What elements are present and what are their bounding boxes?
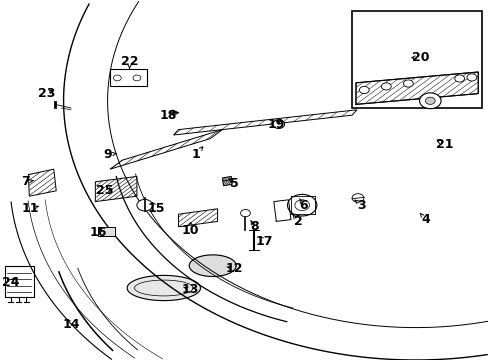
Circle shape	[454, 75, 464, 82]
Bar	[110, 69, 146, 86]
Text: 5: 5	[230, 177, 239, 190]
Text: 20: 20	[411, 51, 428, 64]
Circle shape	[403, 80, 412, 87]
Text: 1: 1	[191, 148, 200, 161]
Circle shape	[137, 199, 152, 211]
Text: 6: 6	[298, 199, 307, 212]
Polygon shape	[189, 255, 236, 276]
Text: 25: 25	[96, 184, 114, 197]
Text: 7: 7	[21, 175, 30, 188]
Text: 2: 2	[293, 215, 302, 228]
Text: 22: 22	[121, 55, 138, 68]
Text: 4: 4	[420, 213, 429, 226]
Circle shape	[425, 97, 434, 104]
Text: 23: 23	[38, 87, 55, 100]
Text: 13: 13	[182, 283, 199, 296]
Polygon shape	[127, 275, 200, 301]
Text: 17: 17	[255, 235, 272, 248]
Circle shape	[359, 86, 368, 94]
Circle shape	[466, 74, 476, 81]
Text: 18: 18	[160, 109, 177, 122]
Text: 21: 21	[435, 138, 453, 150]
Text: 9: 9	[103, 148, 112, 161]
Text: 3: 3	[357, 199, 366, 212]
Text: 16: 16	[89, 226, 106, 239]
Text: 14: 14	[62, 318, 80, 330]
Circle shape	[272, 120, 284, 129]
Bar	[98, 227, 115, 236]
Text: 11: 11	[21, 202, 39, 215]
Circle shape	[419, 93, 440, 109]
Bar	[351, 11, 481, 108]
Circle shape	[240, 210, 250, 217]
Text: 15: 15	[147, 202, 165, 215]
Circle shape	[381, 83, 390, 90]
Bar	[5, 266, 34, 297]
Text: 19: 19	[267, 118, 285, 131]
Text: 8: 8	[249, 220, 258, 233]
Text: 12: 12	[225, 262, 243, 275]
Text: 10: 10	[182, 224, 199, 237]
Text: 24: 24	[2, 276, 20, 289]
